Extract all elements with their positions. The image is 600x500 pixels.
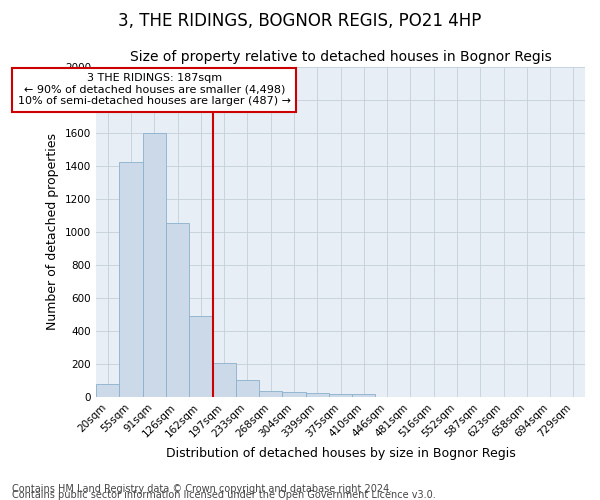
Text: 3 THE RIDINGS: 187sqm
← 90% of detached houses are smaller (4,498)
10% of semi-d: 3 THE RIDINGS: 187sqm ← 90% of detached … (18, 73, 291, 106)
Bar (189, 316, 212, 397)
Text: Contains HM Land Registry data © Crown copyright and database right 2024.: Contains HM Land Registry data © Crown c… (12, 484, 392, 494)
Bar (212, 363, 236, 397)
Bar (259, 390, 283, 397)
Bar (305, 394, 329, 397)
Bar (143, 132, 166, 397)
Bar (166, 224, 189, 397)
X-axis label: Distribution of detached houses by size in Bognor Regis: Distribution of detached houses by size … (166, 447, 515, 460)
Text: 3, THE RIDINGS, BOGNOR REGIS, PO21 4HP: 3, THE RIDINGS, BOGNOR REGIS, PO21 4HP (118, 12, 482, 30)
Bar (119, 162, 143, 397)
Title: Size of property relative to detached houses in Bognor Regis: Size of property relative to detached ho… (130, 50, 551, 64)
Y-axis label: Number of detached properties: Number of detached properties (46, 134, 59, 330)
Bar (352, 394, 376, 397)
Bar (283, 392, 305, 397)
Bar (96, 384, 119, 397)
Bar (329, 394, 352, 397)
Text: Contains public sector information licensed under the Open Government Licence v3: Contains public sector information licen… (12, 490, 436, 500)
Bar (236, 380, 259, 397)
